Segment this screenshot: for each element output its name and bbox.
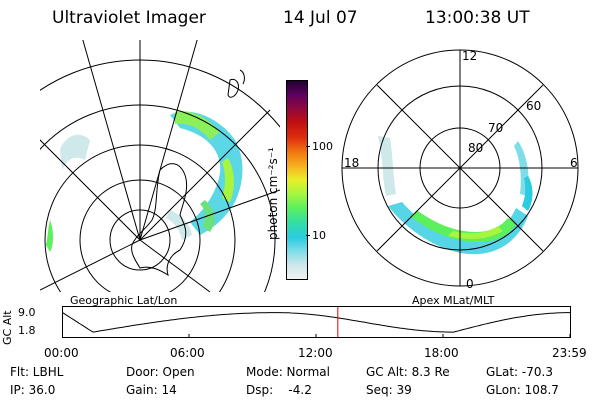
dsp-info: Dsp: -4.2 xyxy=(246,383,312,397)
colorbar-label-100: 100 xyxy=(312,140,333,153)
filter-info: Flt: LBHL xyxy=(10,365,64,379)
altitude-plot xyxy=(62,306,571,338)
mlat-label-70: 70 xyxy=(488,121,503,135)
mlt-label-18: 18 xyxy=(344,156,359,170)
ip-info: IP: 36.0 xyxy=(10,383,56,397)
mlt-label-6: 6 xyxy=(570,156,578,170)
polar-map: 12 18 6 0 80 70 60 xyxy=(341,49,579,291)
instrument-title: Ultraviolet Imager xyxy=(52,8,206,28)
mlat-label-60: 60 xyxy=(526,99,541,113)
altitude-tick-top: 9.0 xyxy=(18,306,36,319)
coastline xyxy=(131,163,188,277)
x-tick-0000: 00:00 xyxy=(44,346,79,360)
colorbar-tick-100 xyxy=(306,146,310,147)
colorbar-tick-10 xyxy=(306,235,310,236)
seq-info: Seq: 39 xyxy=(366,383,412,397)
altitude-tick-bottom: 1.8 xyxy=(18,324,36,337)
altitude-curve xyxy=(62,312,571,333)
geographic-grid xyxy=(40,40,280,292)
apex-label: Apex MLat/MLT xyxy=(412,294,495,307)
colorbar-label-10: 10 xyxy=(312,229,326,242)
mlt-label-12: 12 xyxy=(462,49,477,63)
mlat-label-80: 80 xyxy=(468,141,483,155)
aurora-emission-geo xyxy=(46,111,243,252)
x-tick-1200: 12:00 xyxy=(298,346,333,360)
door-info: Door: Open xyxy=(126,365,195,379)
glat-info: GLat: -70.3 xyxy=(486,365,553,379)
geographic-map xyxy=(40,40,280,292)
x-tick-2359: 23:59 xyxy=(552,346,587,360)
aurora-emission-polar xyxy=(378,136,533,255)
colorbar xyxy=(286,80,308,280)
geographic-label: Geographic Lat/Lon xyxy=(70,294,178,307)
image-time: 13:00:38 UT xyxy=(425,8,530,28)
mlt-label-0: 0 xyxy=(466,277,474,291)
mode-info: Mode: Normal xyxy=(246,365,330,379)
glon-info: GLon: 108.7 xyxy=(486,383,559,397)
altitude-axis-label: GC Alt xyxy=(1,310,14,345)
x-tick-1800: 18:00 xyxy=(424,346,459,360)
colorbar-unit-label: photon cm⁻²s⁻¹ xyxy=(266,147,280,240)
gain-info: Gain: 14 xyxy=(126,383,177,397)
x-tick-0600: 06:00 xyxy=(170,346,205,360)
gc-alt-info: GC Alt: 8.3 Re xyxy=(366,365,450,379)
polar-grid xyxy=(341,49,579,287)
image-date: 14 Jul 07 xyxy=(283,8,358,28)
